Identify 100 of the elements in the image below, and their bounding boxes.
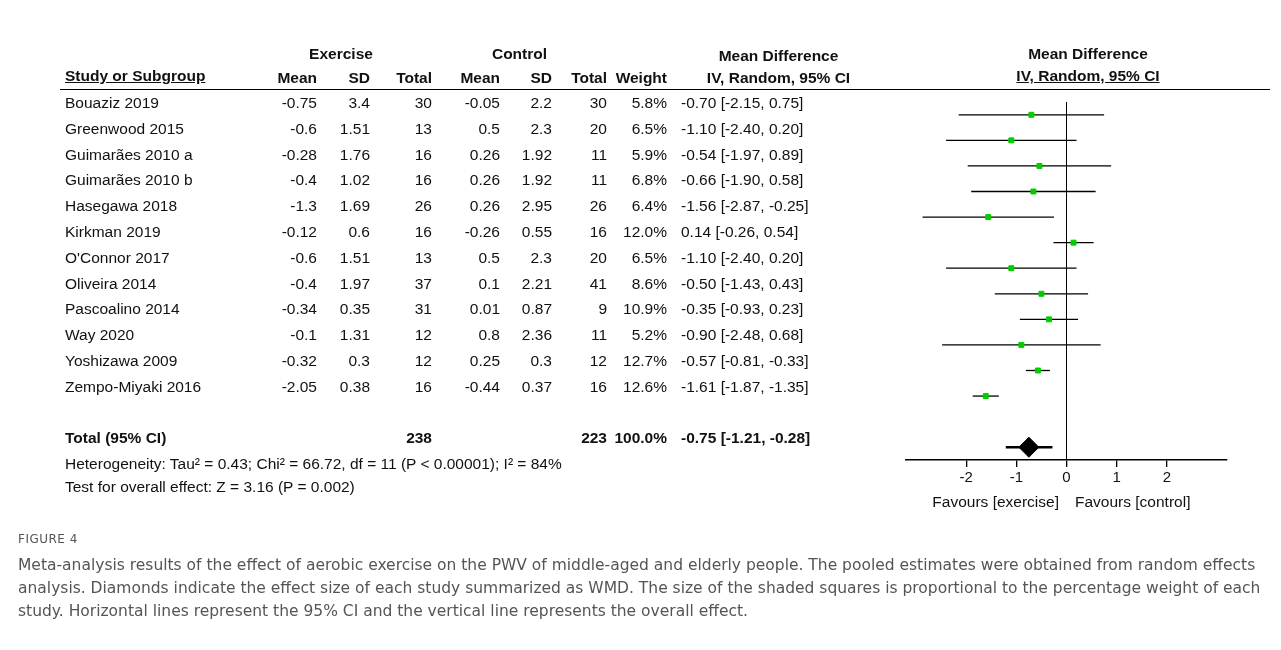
text: Heterogeneity: Tau² = 0.43; Chi² = 66.72, df = 11 (P < 0.00001); I² = 84% xyxy=(65,454,563,474)
category-label: Weight xyxy=(614,68,667,88)
x-tick-label: 0 xyxy=(1062,468,1071,486)
text: 223 xyxy=(581,429,607,447)
text: -0.12 xyxy=(281,223,317,240)
category-label: O'Connor 2017 xyxy=(65,248,170,266)
text: -0.32 xyxy=(281,352,317,369)
x-tick-label: -2 xyxy=(959,468,973,486)
text: 0.87 xyxy=(521,300,552,318)
x-tick-label: -1 xyxy=(1009,468,1024,486)
text: 1.51 xyxy=(339,248,370,266)
text: 5.9% xyxy=(631,145,667,163)
point xyxy=(1008,137,1015,144)
text: 26 xyxy=(589,197,607,215)
text: 9 xyxy=(598,300,607,318)
text: 0.6 xyxy=(348,223,370,240)
text: 10.9% xyxy=(623,300,667,318)
point xyxy=(1036,162,1043,169)
text: 1.76 xyxy=(339,145,370,163)
text: Test for overall effect: Z = 3.16 (P = 0.002) xyxy=(65,477,356,497)
text: 13 xyxy=(414,119,432,137)
category-label: Total xyxy=(395,68,432,88)
point xyxy=(1038,290,1045,297)
text: Study or Subgroup xyxy=(65,67,206,85)
text: 2.21 xyxy=(521,274,552,292)
category-label: SD xyxy=(347,68,370,88)
text: 1.51 xyxy=(339,119,370,137)
text: 0.14 [-0.26, 0.54] xyxy=(681,223,799,240)
text: 20 xyxy=(589,119,607,137)
text: -0.28 xyxy=(281,145,317,163)
text: 11 xyxy=(590,171,607,189)
text: 16 xyxy=(414,377,432,395)
point xyxy=(985,214,992,221)
text: -0.05 xyxy=(464,94,500,111)
text: -1.10 [-2.40, 0.20] xyxy=(681,119,804,137)
text: 13 xyxy=(414,248,432,266)
text: 12.7% xyxy=(623,352,667,369)
category-label: Way 2020 xyxy=(65,326,135,344)
text: 0.35 xyxy=(339,300,370,318)
text: 12.6% xyxy=(623,377,667,395)
text: -1.3 xyxy=(290,197,317,215)
text: 11 xyxy=(590,145,607,163)
text: 0.38 xyxy=(339,377,370,395)
category-label: Pascoalino 2014 xyxy=(65,300,180,318)
text: 2.95 xyxy=(521,197,552,215)
text: 11 xyxy=(590,326,607,344)
text: 0.26 xyxy=(469,197,500,215)
text: 1.31 xyxy=(339,326,370,344)
text: -0.4 xyxy=(290,171,317,189)
text: 2.3 xyxy=(530,119,552,137)
category-label: Yoshizawa 2009 xyxy=(65,352,178,369)
text: 0.37 xyxy=(521,377,552,395)
text: 12 xyxy=(589,352,607,369)
text: 6.5% xyxy=(631,248,667,266)
text: -0.6 xyxy=(290,119,317,137)
text: 12 xyxy=(414,326,432,344)
text: -0.75 [-1.21, -0.28] xyxy=(681,429,811,447)
text: -0.54 [-1.97, 0.89] xyxy=(681,145,804,163)
point xyxy=(1030,188,1037,195)
text: 8.6% xyxy=(631,274,667,292)
category-label: Mean Difference IV, Random, 95% CI xyxy=(705,46,852,88)
point xyxy=(1018,341,1025,348)
text: Favours [exercise] xyxy=(932,493,1059,511)
text: -0.50 [-1.43, 0.43] xyxy=(681,274,804,292)
text: -0.4 xyxy=(290,274,317,292)
point xyxy=(982,393,989,400)
text: 12 xyxy=(414,352,432,369)
point xyxy=(1028,111,1035,118)
text: Favours [control] xyxy=(1075,493,1191,511)
x-tick-label: 1 xyxy=(1112,468,1121,486)
text: 100.0% xyxy=(614,429,667,447)
point xyxy=(1045,316,1052,323)
text: -0.57 [-0.81, -0.33] xyxy=(681,352,809,369)
text: 6.4% xyxy=(631,197,667,215)
text: -0.75 xyxy=(281,94,317,111)
category-label: Kirkman 2019 xyxy=(65,223,161,240)
text: 31 xyxy=(414,300,432,318)
text: 0.3 xyxy=(348,352,370,369)
text: 0.26 xyxy=(469,171,500,189)
text: 16 xyxy=(414,223,432,240)
text: 2.36 xyxy=(521,326,552,344)
text: -1.61 [-1.87, -1.35] xyxy=(681,377,809,395)
text: -1.10 [-2.40, 0.20] xyxy=(681,248,804,266)
text: -0.34 xyxy=(281,300,317,318)
text: -0.70 [-2.15, 0.75] xyxy=(681,94,804,111)
text: -0.6 xyxy=(290,248,317,266)
chart-title: Mean Difference xyxy=(1027,45,1149,63)
text: -0.66 [-1.90, 0.58] xyxy=(681,171,804,189)
text: 0.25 xyxy=(469,352,500,369)
text: 3.4 xyxy=(348,94,370,111)
text: 0.01 xyxy=(469,300,500,318)
category-label: Oliveira 2014 xyxy=(65,274,157,292)
text: 6.8% xyxy=(631,171,667,189)
text: 1.92 xyxy=(521,145,552,163)
category-label: Hasegawa 2018 xyxy=(65,197,178,215)
category-label: Mean xyxy=(276,68,317,88)
text: 0.8 xyxy=(478,326,500,344)
category-label: Bouaziz 2019 xyxy=(65,94,159,111)
text: 238 xyxy=(406,429,432,447)
point xyxy=(1018,436,1040,458)
